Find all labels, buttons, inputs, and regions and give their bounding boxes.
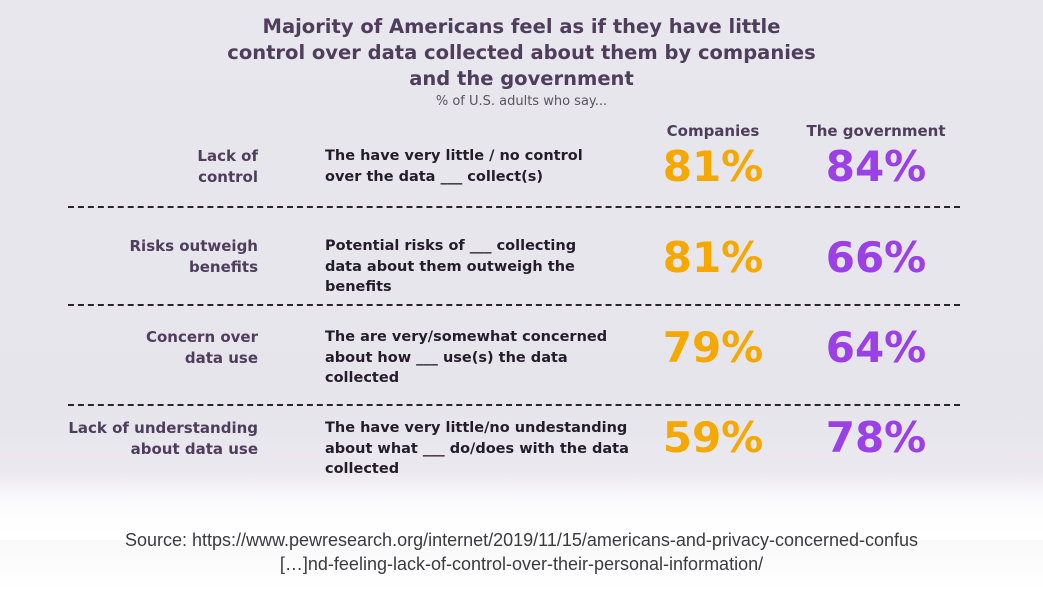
row-description-line: over the data ___ collect(s) xyxy=(325,168,544,185)
row-label-line: Lack of xyxy=(197,147,258,165)
column-header-government: The government xyxy=(806,122,946,140)
row-description-line: collected xyxy=(325,461,400,477)
row-label-line: Risks outweigh xyxy=(129,237,259,255)
row-description-line: about what ___ do/does with the data xyxy=(325,440,629,457)
row-divider xyxy=(68,304,960,306)
source-citation: Source: https://www.pewresearch.org/inte… xyxy=(0,528,1043,576)
chart-subtitle: % of U.S. adults who say... xyxy=(435,94,608,109)
row-description-line: collected xyxy=(325,370,400,386)
row-description-line: Potential risks of ___ collecting xyxy=(325,238,577,254)
row-description-line: about how ___ use(s) the data xyxy=(325,349,568,366)
row-description-line: The are very/somewhat concerned xyxy=(325,329,608,345)
source-line: Source: https://www.pewresearch.org/inte… xyxy=(124,530,919,550)
chart-title-line: Majority of Americans feel as if they ha… xyxy=(262,15,781,38)
government-value: 84% xyxy=(825,142,927,191)
row-description-line: benefits xyxy=(325,279,392,295)
government-value: 78% xyxy=(825,413,927,462)
row-label-line: Concern over xyxy=(145,328,258,346)
row-description: The have very little/no undestanding abo… xyxy=(325,418,635,480)
row-description-line: The have very little / no control xyxy=(325,148,583,164)
government-value: 64% xyxy=(825,323,927,372)
chart-title-line: and the government xyxy=(409,67,634,90)
companies-value: 81% xyxy=(662,233,764,282)
chart-title-line: control over data collected about them b… xyxy=(227,41,816,64)
row-label-line: control xyxy=(198,168,258,186)
source-line: […]nd-feeling-lack-of-control-over-their… xyxy=(279,554,764,574)
companies-value: 79% xyxy=(662,323,764,372)
row-label: Concern over data use xyxy=(18,327,258,369)
row-label-line: benefits xyxy=(189,258,258,276)
background-haze xyxy=(0,470,1043,540)
row-label: Lack of control xyxy=(18,146,258,188)
row-label-line: data use xyxy=(184,349,258,367)
row-description: The have very little / no control over t… xyxy=(325,146,635,187)
chart-title: Majority of Americans feel as if they ha… xyxy=(0,14,1043,92)
column-header-companies: Companies xyxy=(666,122,760,140)
row-description: Potential risks of ___ collecting data a… xyxy=(325,236,635,298)
companies-value: 59% xyxy=(662,413,764,462)
row-label-line: Lack of understanding xyxy=(68,419,258,437)
companies-value: 81% xyxy=(662,142,764,191)
row-divider xyxy=(68,206,960,208)
government-value: 66% xyxy=(825,233,927,282)
row-description-line: The have very little/no undestanding xyxy=(325,420,628,436)
row-description: The are very/somewhat concerned about ho… xyxy=(325,327,635,389)
row-label: Lack of understanding about data use xyxy=(18,418,258,460)
row-label-line: about data use xyxy=(130,440,258,458)
row-description-line: data about them outweigh the xyxy=(325,258,575,275)
row-label: Risks outweigh benefits xyxy=(18,236,259,278)
row-divider xyxy=(68,404,960,406)
